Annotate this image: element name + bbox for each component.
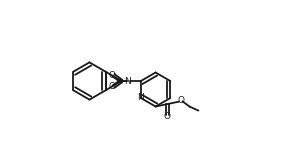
Text: N: N	[137, 93, 144, 102]
Text: O: O	[164, 112, 171, 121]
Text: O: O	[108, 71, 115, 80]
Text: N: N	[124, 76, 131, 86]
Text: O: O	[108, 82, 115, 91]
Text: O: O	[178, 96, 185, 105]
